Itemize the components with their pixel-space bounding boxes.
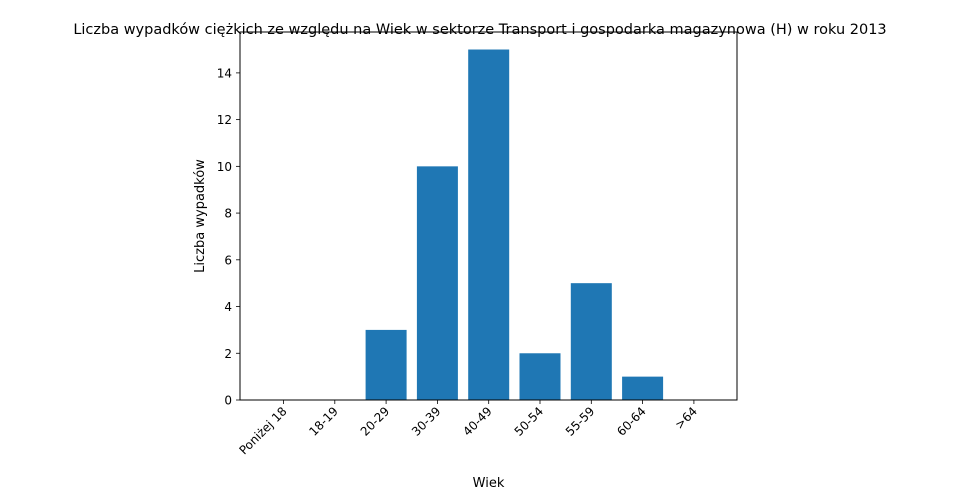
bar — [416, 166, 458, 400]
chart-title: Liczba wypadków ciężkich ze względu na W… — [73, 22, 886, 38]
bar — [468, 49, 510, 401]
y-tick-label: 0 — [224, 394, 232, 408]
x-tick-label: 60-64 — [614, 404, 649, 439]
y-tick-label: 4 — [224, 300, 232, 314]
x-tick-label: 20-29 — [358, 404, 393, 439]
y-tick-label: 14 — [217, 66, 232, 80]
x-tick-label: 50-54 — [512, 404, 547, 439]
x-tick-label: 18-19 — [306, 404, 341, 439]
y-tick-label: 2 — [224, 347, 232, 361]
y-tick-label: 6 — [224, 253, 232, 267]
bars — [365, 49, 664, 401]
x-tick-label: 30-39 — [409, 404, 444, 439]
x-axis-label: Wiek — [473, 476, 505, 491]
plot-frame — [239, 31, 738, 401]
y-axis-label: Liczba wypadków — [193, 159, 208, 273]
bar — [519, 353, 561, 400]
bar — [570, 283, 612, 400]
y-axis: 0 2 4 6 8 10 12 14 — [217, 66, 240, 408]
y-tick-label: 10 — [217, 160, 232, 174]
x-tick-label: 40-49 — [460, 404, 495, 439]
x-tick-label: 55-59 — [563, 404, 598, 439]
x-tick-label: Poniżej 18 — [236, 404, 289, 457]
x-axis: Poniżej 18 18-19 20-29 30-39 40-49 50-54 55-59… — [236, 400, 700, 457]
y-tick-label: 12 — [217, 113, 232, 127]
bar — [622, 376, 664, 400]
x-tick-label: >64 — [672, 404, 700, 432]
y-tick-label: 8 — [224, 207, 232, 221]
bar — [365, 329, 407, 400]
